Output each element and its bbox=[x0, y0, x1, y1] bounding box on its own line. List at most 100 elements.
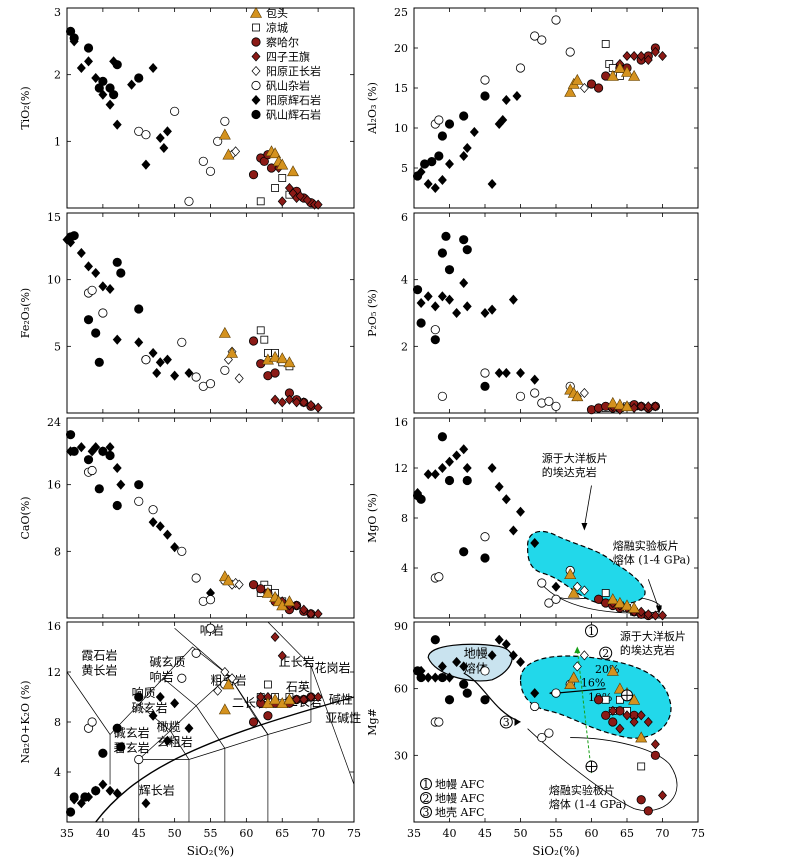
data-point-siziwangqi bbox=[284, 394, 294, 405]
data-point-siziwangqi bbox=[306, 399, 316, 411]
y-tick-label: 15 bbox=[47, 211, 61, 224]
data-point-fs_complex bbox=[565, 47, 575, 57]
data-point-yy_pyroxenite bbox=[494, 481, 504, 492]
legend-marker bbox=[251, 80, 261, 91]
data-point-fs_pyroxenite bbox=[459, 679, 469, 689]
data-point-chahaer bbox=[256, 584, 266, 594]
data-point-yy_pyroxenite bbox=[152, 367, 162, 379]
data-point-yy_pyroxenite bbox=[501, 494, 511, 505]
data-point-fs_pyroxenite bbox=[134, 73, 144, 83]
data-point-chahaer bbox=[248, 336, 259, 346]
legend-label: 凉城 bbox=[266, 21, 288, 35]
afc-curve-3 bbox=[576, 648, 592, 774]
data-point-siziwangqi bbox=[615, 723, 625, 734]
data-point-siziwangqi bbox=[650, 46, 660, 58]
data-point-fs_complex bbox=[87, 465, 97, 476]
x-tick-label: 45 bbox=[478, 827, 492, 840]
tas-boundary bbox=[138, 675, 230, 760]
data-point-chahaer bbox=[601, 710, 611, 720]
data-point-siziwangqi bbox=[277, 196, 287, 207]
data-point-yy_pyroxenite bbox=[66, 237, 76, 248]
afc-legend-marker bbox=[420, 792, 432, 804]
data-point-yy_pyroxenite bbox=[184, 723, 194, 734]
afc-legend-number: 2 bbox=[423, 792, 430, 805]
data-point-yy_pyroxenite bbox=[508, 294, 518, 305]
data-point-yy_pyroxenite bbox=[76, 62, 86, 74]
data-point-yy_pyroxenite bbox=[76, 442, 86, 453]
data-point-siziwangqi bbox=[302, 194, 312, 206]
data-point-yy_pyroxenite bbox=[423, 178, 433, 190]
data-point-fs_complex bbox=[480, 368, 490, 378]
data-point-baotou bbox=[613, 596, 626, 608]
data-point-fs_pyroxenite bbox=[444, 695, 455, 705]
tas-field-label: 碱性 bbox=[329, 692, 353, 706]
x-tick-label: 70 bbox=[311, 827, 325, 840]
data-point-fs_complex bbox=[480, 666, 490, 676]
x-tick-label: 40 bbox=[443, 827, 457, 840]
data-point-yy_pyroxenite bbox=[437, 462, 447, 474]
y-tick-label: 4 bbox=[401, 274, 408, 287]
y-axis-label: Al₂O₃ (%) bbox=[366, 82, 379, 135]
plot-frame bbox=[413, 7, 699, 209]
x-axis-label: SiO₂(%) bbox=[187, 844, 234, 858]
data-point-fs_complex bbox=[530, 388, 540, 398]
data-point-yy_pyroxenite bbox=[452, 656, 462, 668]
data-point-yy_syenite bbox=[579, 387, 589, 399]
data-point-yy_pyroxenite bbox=[530, 374, 540, 385]
data-point-yy_pyroxenite bbox=[416, 297, 426, 309]
data-point-liangcheng bbox=[278, 174, 287, 182]
data-point-fs_complex bbox=[544, 396, 554, 406]
data-point-yy_pyroxenite bbox=[437, 291, 447, 302]
data-point-fs_complex bbox=[515, 63, 526, 73]
data-point-chahaer bbox=[586, 79, 597, 89]
data-point-yy_pyroxenite bbox=[430, 672, 440, 683]
panel-al: 5 10 15 20 25 Al₂O₃ (%) bbox=[366, 6, 699, 209]
data-point-fs_pyroxenite bbox=[480, 695, 490, 705]
data-point-yy_pyroxenite bbox=[487, 178, 497, 190]
data-point-fs_pyroxenite bbox=[434, 151, 444, 161]
tas-field-label: 响岩 bbox=[150, 669, 174, 684]
data-point-baotou bbox=[269, 350, 282, 362]
data-point-yy_pyroxenite bbox=[512, 90, 522, 102]
data-point-siziwangqi bbox=[636, 50, 646, 62]
y-tick-label: 25 bbox=[394, 6, 408, 19]
afc-curve-1 bbox=[463, 672, 521, 723]
data-point-yy_syenite bbox=[579, 82, 589, 94]
data-point-fs_complex bbox=[434, 717, 444, 727]
x-tick-label: 35 bbox=[60, 827, 74, 840]
data-point-yy_syenite bbox=[579, 650, 589, 661]
data-point-fs_complex bbox=[220, 116, 230, 126]
data-point-yy_pyroxenite bbox=[430, 182, 440, 194]
data-point-yy_pyroxenite bbox=[148, 347, 158, 359]
data-point-yy_pyroxenite bbox=[155, 357, 165, 368]
mgo-melt-label: 熔融实验板片 bbox=[613, 538, 679, 552]
data-point-fs_complex bbox=[205, 379, 216, 389]
data-point-fs_pyroxenite bbox=[65, 807, 76, 817]
tas-field-label: 石英 bbox=[286, 680, 310, 694]
data-point-liangcheng bbox=[601, 695, 610, 704]
data-point-siziwangqi bbox=[270, 631, 280, 643]
data-point-yy_pyroxenite bbox=[84, 261, 93, 272]
x-tick-label: 50 bbox=[168, 827, 182, 840]
y-tick-label: 1 bbox=[54, 135, 61, 148]
data-point-siziwangqi bbox=[643, 401, 653, 412]
data-point-fs_complex bbox=[87, 717, 97, 727]
data-point-baotou bbox=[218, 703, 231, 715]
y-tick-label: 15 bbox=[394, 82, 408, 95]
data-point-fs_complex bbox=[537, 578, 547, 588]
tas-field-label: 碱玄岩 bbox=[114, 725, 150, 740]
mgo-adakite-label: 的埃达克岩 bbox=[542, 465, 597, 479]
data-point-fs_pyroxenite bbox=[480, 553, 490, 563]
y-tick-label: 16 bbox=[394, 416, 408, 429]
alkaline-divide bbox=[95, 696, 355, 823]
mgnum-adakite-label: 源于大洋板片 bbox=[620, 629, 686, 643]
x-tick-label: 70 bbox=[656, 827, 670, 840]
data-point-yy_pyroxenite bbox=[98, 446, 108, 457]
data-point-yy_pyroxenite bbox=[159, 142, 169, 154]
data-point-yy_pyroxenite bbox=[416, 166, 426, 178]
data-point-yy_pyroxenite bbox=[105, 283, 115, 295]
x-tick-label: 65 bbox=[275, 827, 289, 840]
legend-marker bbox=[251, 65, 261, 77]
